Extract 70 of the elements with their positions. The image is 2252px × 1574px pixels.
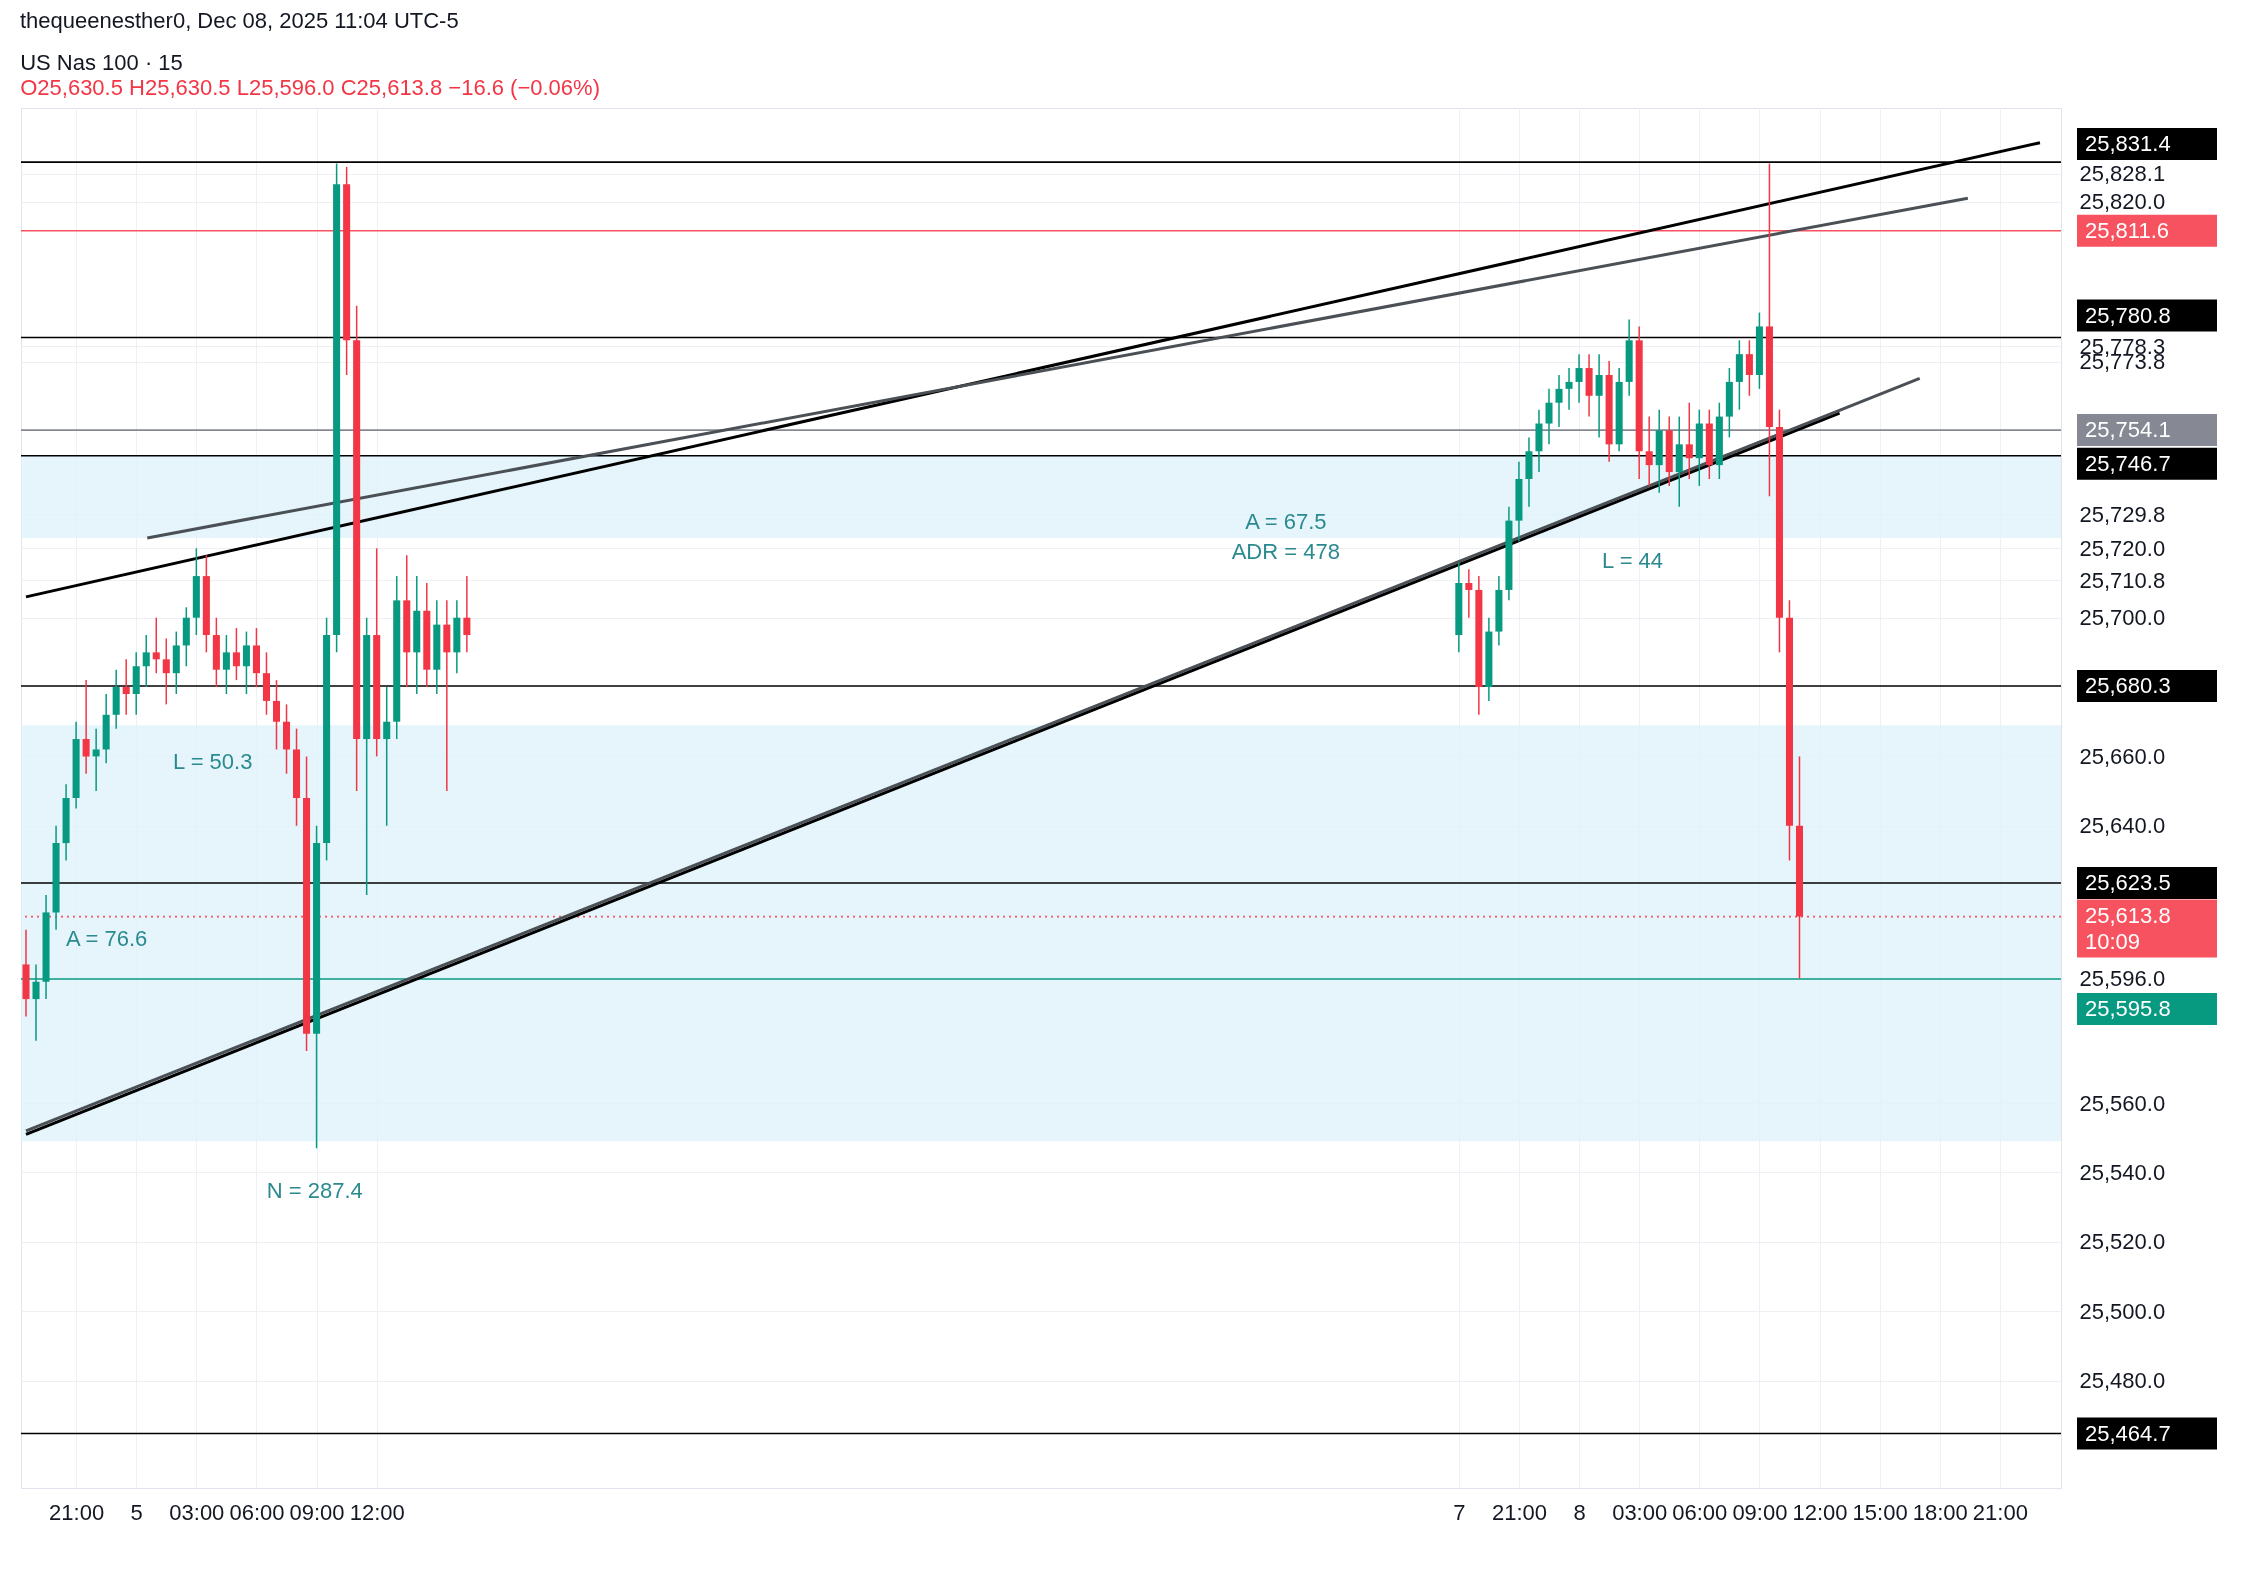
annotation: A = 67.5 — [1245, 509, 1327, 534]
chart-subtitle: O25,630.5 H25,630.5 L25,596.0 C25,613.8 −16.6 (−0.06%) — [20, 75, 600, 100]
candlestick — [463, 575, 471, 654]
x-tick-label: 8 — [1573, 1499, 1586, 1525]
x-tick-label: 09:00 — [289, 1499, 345, 1525]
ref-line-label: 25,595.8 — [2085, 995, 2171, 1021]
y-tick-label: 25,596.0 — [2079, 965, 2166, 991]
candlestick — [82, 679, 90, 775]
x-tick-label: 5 — [130, 1499, 143, 1525]
annotation: L = 50.3 — [173, 749, 253, 775]
candlestick — [142, 634, 150, 688]
y-tick-label: 25,540.0 — [2079, 1159, 2166, 1185]
y-tick-label: 25,560.0 — [2079, 1090, 2166, 1116]
annotation: A = 76.6 — [66, 925, 148, 951]
y-tick-label: 25,660.0 — [2079, 743, 2166, 769]
annotation: L = 44 — [1602, 547, 1664, 573]
candlestick — [1565, 367, 1573, 411]
y-tick-label: 25,720.0 — [2079, 535, 2166, 561]
annotation: ADR = 478 — [1231, 539, 1340, 565]
y-tick-label: 25,700.0 — [2079, 605, 2166, 631]
candlestick — [1595, 353, 1603, 439]
candlestick — [92, 727, 100, 792]
candlestick — [1645, 415, 1653, 487]
ref-line-label: 25,780.8 — [2085, 302, 2171, 328]
y-tick-label: 25,500.0 — [2079, 1298, 2166, 1324]
x-tick-label: 15:00 — [1852, 1499, 1908, 1525]
x-tick-label: 12:00 — [1792, 1499, 1848, 1525]
candlestick — [1575, 353, 1583, 404]
x-tick-label: 18:00 — [1912, 1499, 1968, 1525]
y-tick-label: 25,520.0 — [2079, 1229, 2166, 1255]
x-tick-label: 7 — [1453, 1499, 1466, 1525]
x-tick-label: 06:00 — [229, 1499, 285, 1525]
candlestick — [383, 686, 391, 827]
x-tick-label: 12:00 — [349, 1499, 405, 1525]
text: thequeenesther0, Dec 08, 2025 11:04 UTC-5 — [20, 8, 459, 33]
y-tick-label: 25,729.8 — [2079, 501, 2166, 527]
candlestick — [162, 637, 170, 706]
x-tick-label: 03:00 — [169, 1499, 225, 1525]
y-tick-label: 25,480.0 — [2079, 1368, 2166, 1394]
ref-line-label: 25,811.6 — [2085, 217, 2170, 243]
annotation: N = 287.4 — [266, 1178, 363, 1204]
x-tick-label: 03:00 — [1612, 1499, 1668, 1525]
ref-line-label: 25,754.1 — [2085, 417, 2171, 443]
chart-title: US Nas 100 · 15 — [20, 50, 183, 75]
x-tick-label: 09:00 — [1732, 1499, 1788, 1525]
ref-line-label: 25,623.5 — [2085, 869, 2171, 895]
y-tick-label: 25,828.1 — [2079, 161, 2166, 187]
candlestick — [152, 616, 160, 674]
candlestick — [272, 679, 281, 751]
candlestick — [222, 634, 230, 695]
ref-line-label: 25,680.3 — [2085, 673, 2171, 699]
x-tick-label: 21:00 — [1491, 1499, 1547, 1525]
x-tick-label: 21:00 — [49, 1499, 105, 1525]
candlestick — [1555, 374, 1563, 428]
ref-line-label: 25,746.7 — [2085, 450, 2171, 476]
y-tick-label: 25,710.8 — [2079, 567, 2166, 593]
candlestick — [1465, 568, 1473, 619]
candlestick — [1545, 388, 1553, 446]
x-tick-label: 06:00 — [1672, 1499, 1728, 1525]
ref-line-label: 25,464.7 — [2085, 1420, 2171, 1446]
candlestick — [242, 630, 250, 695]
ref-line-label: 25,831.4 — [2085, 131, 2171, 157]
candlestick — [1685, 401, 1693, 480]
candlestick — [122, 658, 130, 716]
candlestick — [1745, 339, 1753, 397]
y-tick-label: 25,640.0 — [2079, 813, 2166, 839]
ref-line-label: 25,613.8 10:09 — [2085, 902, 2171, 954]
candlestick — [232, 627, 240, 681]
x-tick-label: 21:00 — [1972, 1499, 2028, 1525]
y-tick-label: 25,820.0 — [2079, 189, 2166, 215]
